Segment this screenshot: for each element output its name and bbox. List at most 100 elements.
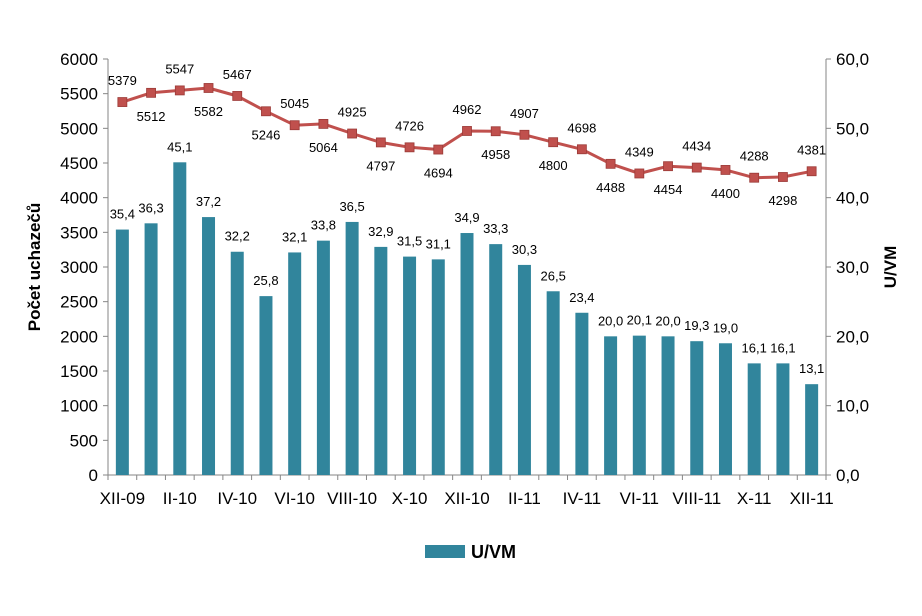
left-tick-label: 3000 <box>60 258 98 277</box>
legend-label: U/VM <box>471 542 516 562</box>
right-tick-label: 30,0 <box>836 258 869 277</box>
bar-value-label: 20,0 <box>598 313 623 328</box>
line-value-label: 5246 <box>251 127 280 142</box>
x-tick-label: X-11 <box>737 489 772 508</box>
line-series <box>117 83 817 183</box>
line-value-label: 4488 <box>596 180 625 195</box>
line-marker <box>146 87 156 98</box>
bar <box>230 251 244 475</box>
line-value-label: 4381 <box>797 142 826 157</box>
bar <box>431 259 445 475</box>
bar-value-label: 25,8 <box>253 273 278 288</box>
bar-value-label: 13,1 <box>799 361 824 376</box>
bar-data-labels: 35,4 36,3 45,1 37,2 32,2 25,8 32,1 33,836,5 32,9… <box>110 139 825 376</box>
left-tick-label: 3500 <box>60 223 98 242</box>
line-marker <box>548 137 559 148</box>
bar-value-label: 32,1 <box>282 229 307 244</box>
right-tick-label: 0,0 <box>836 466 860 485</box>
line-value-label: 4925 <box>338 105 367 120</box>
x-tick-label: IV-10 <box>217 489 257 508</box>
line-value-label: 5582 <box>194 104 223 119</box>
x-tick-label: VI-11 <box>620 489 659 508</box>
bar <box>661 336 675 475</box>
line-marker <box>519 129 530 140</box>
bar-value-label: 33,3 <box>483 221 508 236</box>
right-axis-ticks: 0,0 10,0 20,0 30,0 40,0 50,0 60,0 <box>826 50 869 485</box>
line-value-label: 4349 <box>625 144 654 159</box>
left-tick-label: 1500 <box>60 362 98 381</box>
line-value-label: 4400 <box>711 186 740 201</box>
line-marker <box>232 91 243 101</box>
line-marker <box>691 162 702 173</box>
bar-value-label: 32,2 <box>225 229 250 244</box>
x-tick-label: VIII-11 <box>672 489 721 508</box>
x-tick-label: X-10 <box>392 489 428 508</box>
bar-value-label: 23,4 <box>569 290 594 305</box>
bar <box>460 233 474 475</box>
line-marker <box>174 85 185 96</box>
x-tick-label: XII-11 <box>790 489 834 508</box>
x-axis-ticks: XII-09 II-10 IV-10 VI-10 VIII-10 X-10 XII-10 II… <box>100 475 834 508</box>
line-marker <box>347 128 358 139</box>
bar <box>173 162 187 475</box>
bar <box>690 341 704 475</box>
bar <box>718 343 732 475</box>
x-tick-label: VI-10 <box>274 489 315 508</box>
x-tick-label: XII-10 <box>444 489 489 508</box>
line-marker <box>261 106 271 117</box>
bar-value-label: 30,3 <box>512 242 537 257</box>
bar <box>202 217 216 475</box>
line-value-label: 5467 <box>223 67 252 82</box>
line-value-label: 4958 <box>481 147 510 162</box>
right-axis-title: U/VM <box>881 246 900 289</box>
x-tick-label: II-10 <box>163 489 197 508</box>
line-marker <box>605 158 616 169</box>
bar-value-label: 32,9 <box>368 224 393 239</box>
line-value-label: 4800 <box>539 158 568 173</box>
bar-value-label: 16,1 <box>742 340 767 355</box>
line-marker <box>749 172 760 183</box>
bar-value-label: 20,0 <box>655 313 680 328</box>
line-marker <box>462 126 472 136</box>
bar <box>259 296 273 475</box>
line-marker <box>404 142 415 153</box>
line-marker <box>318 118 329 129</box>
bar <box>604 336 618 475</box>
line-value-label: 5547 <box>165 61 194 76</box>
line-value-label: 4797 <box>366 158 395 173</box>
line-marker <box>720 165 731 175</box>
left-tick-label: 1000 <box>60 397 98 416</box>
bar-series <box>115 162 819 475</box>
line-marker <box>634 168 645 179</box>
line-marker <box>490 126 501 137</box>
line-value-label: 4962 <box>453 102 482 117</box>
left-tick-label: 4500 <box>60 154 98 173</box>
line-marker <box>117 97 128 107</box>
line-value-label: 5379 <box>108 73 137 88</box>
line-value-label: 5045 <box>280 96 309 111</box>
legend: U/VM <box>425 542 516 562</box>
line-value-label: 5064 <box>309 140 338 155</box>
line-marker <box>576 144 587 155</box>
right-tick-label: 40,0 <box>836 189 869 208</box>
left-tick-label: 2000 <box>60 327 98 346</box>
line-value-label: 4288 <box>740 149 769 164</box>
bar <box>805 384 819 475</box>
bar <box>403 256 417 475</box>
line-value-label: 4434 <box>682 139 711 154</box>
line-marker <box>806 166 817 177</box>
bar-value-label: 35,4 <box>110 207 135 222</box>
bar <box>345 221 359 475</box>
line-marker <box>778 172 788 182</box>
bar <box>144 223 158 475</box>
bar <box>115 229 129 475</box>
left-tick-label: 0 <box>89 466 98 485</box>
right-tick-label: 50,0 <box>836 119 869 138</box>
bar-value-label: 36,3 <box>138 200 163 215</box>
bar-value-label: 20,1 <box>627 313 652 328</box>
line-marker <box>433 144 444 155</box>
bar <box>747 363 761 475</box>
bar <box>316 240 330 475</box>
left-axis-ticks: 0 500 1000 1500 2000 2500 3000 3500 4000 4500 5000… <box>60 50 108 485</box>
